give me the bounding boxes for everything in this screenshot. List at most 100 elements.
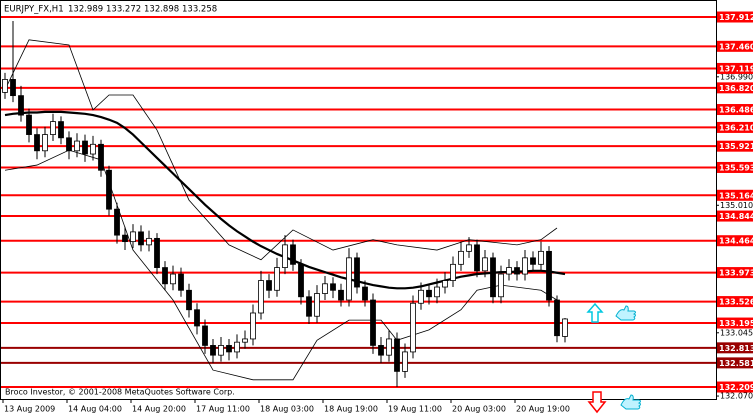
level-box [717,161,753,173]
candle-body [418,289,424,304]
low-price: 132.898 [144,5,179,15]
level-box [717,342,753,354]
level-box [717,317,753,329]
candle-body [66,137,72,152]
candle-body [234,341,240,353]
candle-body [298,263,304,298]
level-label: 135.921 [719,142,753,151]
candles [2,21,568,387]
symbol: EURJPY_FX,H1 [4,5,64,15]
y-tick-label: 135.010 [720,201,753,210]
level-label: 134.464 [719,237,753,246]
down-arrow [587,391,641,414]
candle-body [506,267,512,275]
open-price: 132.989 [68,5,103,15]
candle-body [242,338,248,343]
candle-body [202,325,208,346]
candle-body [10,79,16,97]
level-box [717,381,753,393]
candle-body [114,208,120,236]
level-label: 132.581 [719,359,753,368]
candle-body [98,143,104,171]
candle-body [370,299,376,346]
candle-body [146,237,152,246]
level-box [717,62,753,74]
x-tick-label: 14 Aug 04:00 [68,405,122,414]
x-tick-label: 19 Aug 11:00 [388,405,442,414]
level-box [717,11,753,23]
candle-body [282,244,288,268]
candle-body [330,283,336,291]
candle-body [74,140,80,152]
candle-body [90,143,96,155]
candle-body [226,345,232,353]
level-label: 134.844 [719,212,753,221]
level-label: 132.813 [719,344,753,353]
candle-body [346,257,352,301]
levels [0,15,716,389]
candle-body [426,289,432,298]
candle-body [402,351,408,372]
candle-body [138,231,144,246]
candle-body [466,244,472,252]
candle-body [434,286,440,298]
candle-body [442,280,448,288]
candle-body [546,250,552,301]
candle-body [106,169,112,210]
candle-body [498,273,504,298]
candle-body [410,302,416,353]
x-tick-label: 20 Aug 19:00 [516,405,570,414]
candle-body [322,283,328,294]
candle-body [274,267,280,291]
y-tick-label: 132.070 [720,392,753,401]
level-box [717,40,753,52]
candle-body [306,296,312,317]
level-box [717,210,753,222]
plot-border [0,0,717,400]
candle-body [82,140,88,155]
candle-body [290,244,296,265]
level-label: 137.912 [719,13,753,22]
candle-body [58,121,64,139]
level-box [717,189,753,201]
candle-body [2,79,8,93]
y-tick-label: 136.990 [720,72,753,81]
level-box [717,267,753,279]
candle-body [338,289,344,301]
candle-body [250,312,256,340]
x-tick-label: 13 Aug 2009 [4,405,55,414]
level-box [717,104,753,116]
x-tick-label: 18 Aug 03:00 [260,405,314,414]
candle-body [386,338,392,356]
candle-body [474,244,480,272]
level-label: 133.195 [719,319,753,328]
level-label: 133.526 [719,298,753,307]
x-tick-label: 17 Aug 11:00 [196,405,250,414]
y-tick-label: 133.045 [720,328,753,337]
candle-body [178,273,184,291]
candle-body [562,318,568,337]
copyright: Broco Investor, © 2001-2008 MetaQuotes S… [5,388,235,397]
x-tick-label: 14 Aug 20:00 [132,405,186,414]
level-box [717,82,753,94]
candle-body [378,345,384,356]
candle-body [154,237,160,268]
candle-body [130,231,136,243]
candle-body [530,257,536,265]
candle-body [194,309,200,327]
level-label: 137.460 [719,42,753,51]
candle-body [186,289,192,311]
level-label: 133.973 [719,269,753,278]
candle-body [34,134,40,152]
candle-body [458,250,464,265]
level-label: 136.210 [719,123,753,132]
up-arrow [586,302,636,323]
level-label: 135.164 [719,191,753,200]
level-label: 135.593 [719,163,753,172]
high-price: 133.272 [106,5,141,15]
level-box [717,121,753,133]
level-box [717,296,753,308]
candle-body [18,95,24,116]
